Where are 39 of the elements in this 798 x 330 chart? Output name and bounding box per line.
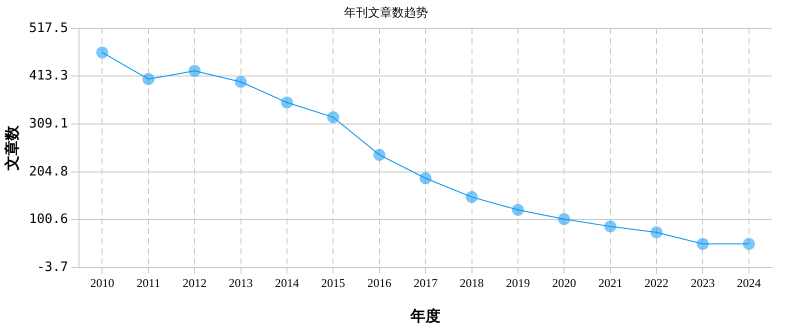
point [373, 148, 386, 161]
x-tick-label: 2018 [460, 276, 484, 290]
point [650, 226, 663, 238]
y-tick-label: 204.8 [28, 164, 68, 180]
chart-title: 年刊文章数趋势 [344, 5, 428, 20]
x-tick-label: 2020 [552, 276, 576, 290]
x-tick-label: 2011 [136, 276, 160, 290]
point [696, 238, 709, 250]
point [466, 191, 478, 204]
x-tick-label: 2017 [414, 276, 438, 290]
point [234, 76, 247, 88]
point [96, 46, 108, 58]
y-axis-title: 文章数 [2, 124, 21, 172]
x-tick-label: 2019 [506, 276, 530, 290]
x-tick-label: 2021 [598, 276, 622, 290]
point [280, 96, 293, 109]
point [142, 73, 154, 86]
y-tick-label: 413.3 [28, 68, 68, 84]
point [420, 172, 432, 184]
x-tick-label: 2023 [690, 276, 715, 290]
x-axis-title: 年度 [410, 306, 441, 325]
point [742, 238, 755, 250]
y-tick-label: 517.5 [28, 20, 68, 36]
x-tick-label: 2012 [182, 276, 207, 290]
x-tick-label: 2016 [367, 276, 392, 290]
point [604, 220, 616, 232]
x-tick-label: 2013 [228, 276, 253, 290]
point [512, 204, 524, 216]
y-tick-label: -3.7 [36, 260, 68, 275]
x-tick-label: 2014 [274, 276, 299, 290]
y-tick-label: 309.1 [28, 116, 68, 132]
point [188, 64, 201, 77]
x-tick-label: 2010 [90, 276, 114, 290]
point [327, 111, 340, 124]
point [558, 213, 570, 226]
x-tick-label: 2024 [736, 276, 761, 290]
y-tick-label: 100.6 [28, 212, 68, 228]
x-tick-label: 2022 [644, 276, 669, 290]
x-tick-label: 2015 [321, 276, 346, 290]
